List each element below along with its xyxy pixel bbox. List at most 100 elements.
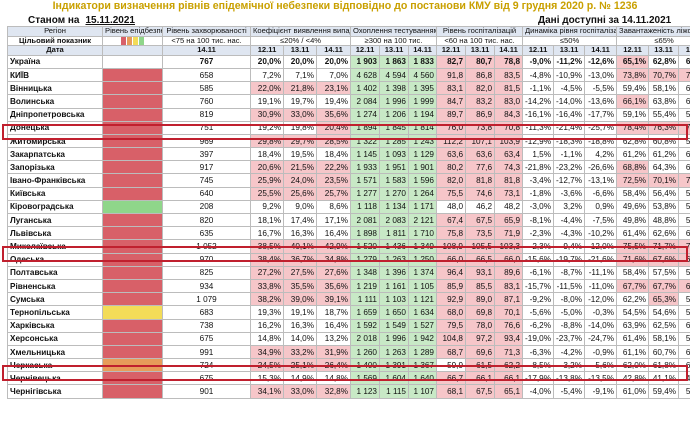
table-cell: Полтавська	[7, 265, 103, 280]
table-cell: -12,9%	[522, 133, 554, 149]
table-cell: 9,2%	[250, 199, 284, 215]
level-cell	[102, 120, 163, 135]
table-cell: 1 243	[408, 133, 437, 149]
table-cell: 1 398	[379, 81, 409, 96]
table-cell: 28,5%	[316, 133, 351, 149]
table-cell: 1 596	[408, 173, 437, 188]
table-cell: 25,5%	[250, 186, 284, 201]
table-row: КИЇВ 658 7,2% 7,1% 7,0% 4 628 4 594 4 560 91,8 86…	[7, 67, 690, 83]
table-row: Одеська 970 38,4% 36,7% 34,8% 1 279 1 263 1 250…	[7, 252, 690, 267]
table-cell: 71,7%	[648, 239, 680, 254]
table-cell: 1 129	[408, 147, 437, 162]
date-cell: 14.11	[408, 45, 437, 56]
table-cell: 36,7%	[283, 252, 317, 267]
table-cell: 93,1	[465, 265, 495, 280]
col-region: Регіон	[7, 26, 103, 37]
table-cell: 59,1%	[616, 107, 650, 122]
table-row: Кіровоградська 208 9,2% 9,0% 8,6% 1 118 1 134 1…	[7, 199, 690, 215]
table-cell: 55,4%	[648, 107, 680, 122]
table-cell: 63,8%	[648, 94, 680, 109]
table-row: Івано-Франківська 745 25,9% 24,0% 23,5% 1 571…	[7, 173, 690, 188]
table-row: Дніпропетровська 819 30,9% 33,0% 35,6% 1 274 1…	[7, 107, 690, 122]
table-cell: 59,4%	[616, 81, 650, 96]
table-cell: 63,6%	[678, 226, 690, 241]
table-cell: 17,4%	[283, 213, 317, 228]
table-cell: -14,0%	[553, 94, 585, 109]
table-cell: 1 322	[350, 133, 380, 149]
table-cell: 71,6%	[616, 252, 650, 267]
table-cell: 66,1	[494, 371, 523, 386]
table-cell: 16,3%	[283, 226, 317, 241]
table-cell: 61,5	[465, 358, 495, 373]
table-cell: 59,9	[436, 358, 466, 373]
table-cell: 75,5%	[616, 239, 650, 254]
table-cell: 2 121	[408, 213, 437, 228]
table-cell: 31,9%	[316, 344, 351, 360]
table-cell: 19,1%	[250, 94, 284, 109]
table-cell: Кіровоградська	[7, 199, 103, 215]
table-cell: -13,0%	[583, 67, 618, 83]
table-cell: Одеська	[7, 252, 103, 267]
table-row: Запорізька 917 20,6% 21,5% 22,2% 1 933 1 951 1 …	[7, 160, 690, 175]
table-cell: 1,5%	[522, 147, 554, 162]
table-cell: Україна	[7, 54, 103, 69]
table-cell: 658	[162, 67, 251, 83]
level-cell	[102, 384, 163, 399]
level-cell	[102, 371, 163, 386]
table-cell: 64,5%	[678, 160, 690, 175]
table-cell: 1 367	[408, 358, 437, 373]
table-cell: 1 277	[350, 186, 380, 201]
table-cell: -9,1%	[583, 384, 618, 399]
table-cell: 17,1%	[316, 213, 351, 228]
table-cell: 1 402	[350, 81, 380, 96]
table-cell: 917	[162, 160, 251, 175]
table-cell: 4,2%	[583, 147, 618, 162]
table-cell: 7,1%	[283, 67, 317, 83]
table-cell: -23,2%	[553, 160, 585, 175]
target-oxy: ≤65%	[616, 35, 690, 47]
table-cell: 18,4%	[316, 147, 351, 162]
col-sick: Рівень захворюваності	[162, 26, 251, 37]
table-cell: 25,6%	[283, 186, 317, 201]
level-cell	[102, 344, 163, 360]
table-cell: 1 583	[379, 173, 409, 188]
table-cell: 18,7%	[316, 305, 351, 320]
table-cell: 35,6%	[316, 278, 351, 294]
col-coef: Коефіцієнт виявлення випадків інфікуванн…	[250, 26, 351, 37]
table-cell: 61,2%	[616, 147, 650, 162]
table-cell: 107,1	[465, 133, 495, 149]
table-cell: 41,1%	[648, 371, 680, 386]
table-cell: -4,5%	[553, 81, 585, 96]
table-cell: 105,5	[465, 239, 495, 254]
table-cell: -10,9%	[553, 67, 585, 83]
table-cell: -25,7%	[583, 120, 618, 135]
table-cell: -11,0%	[583, 278, 618, 294]
legend-red	[121, 37, 126, 45]
table-cell: -12,0%	[583, 292, 618, 307]
table-cell: 39,0%	[283, 292, 317, 307]
table-cell: 59,2%	[678, 384, 690, 399]
table-cell: 1 640	[408, 371, 437, 386]
table-row: Миколаївська 1 052 38,5% 40,1% 42,9% 1 520 1 4…	[7, 239, 690, 254]
table-cell: 1 118	[350, 199, 380, 215]
table-cell: 59,9%	[678, 133, 690, 149]
table-cell: -11,5%	[553, 278, 585, 294]
table-cell: 33,0%	[283, 107, 317, 122]
table-cell: 56,3%	[678, 305, 690, 320]
table-cell: Дніпропетровська	[7, 107, 103, 122]
level-cell	[102, 318, 163, 333]
table-cell: 738	[162, 318, 251, 333]
table-cell: 683	[162, 305, 251, 320]
table-cell: 70,1%	[648, 173, 680, 188]
table-cell: 1 260	[350, 344, 380, 360]
table-cell: 73,1	[494, 186, 523, 201]
table-cell: 56,3%	[678, 331, 690, 346]
table-cell: 60,8%	[678, 81, 690, 96]
table-cell: 2 018	[350, 331, 380, 346]
table-cell: 108,9	[436, 239, 466, 254]
table-cell: 25,7%	[316, 186, 351, 201]
table-cell: 819	[162, 107, 251, 122]
table-cell: 21,5%	[283, 160, 317, 175]
table-cell: -21,8%	[522, 160, 554, 175]
table-cell: 41,2%	[678, 371, 690, 386]
